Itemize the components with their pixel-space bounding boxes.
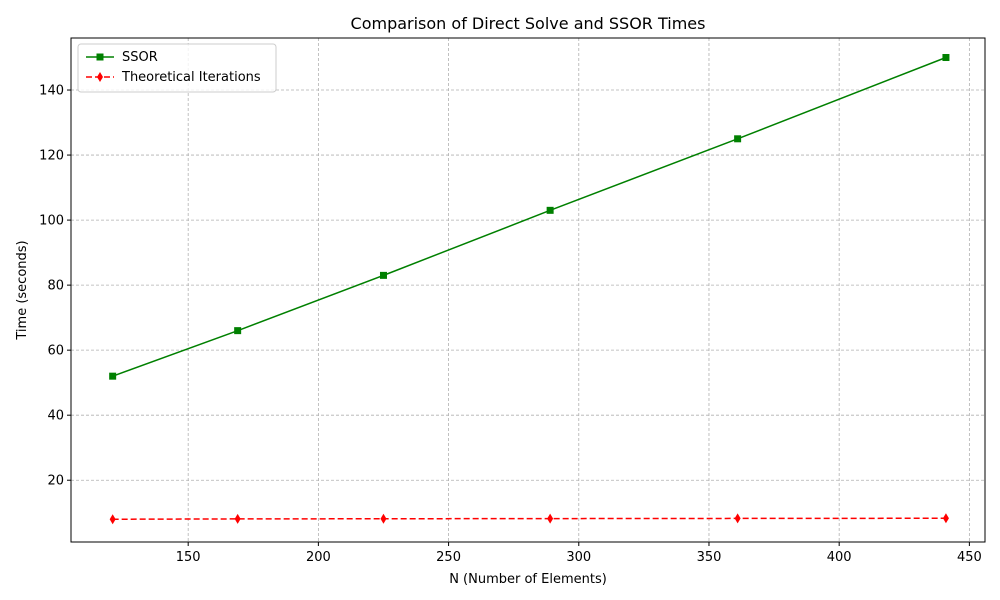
x-tick-label: 200 bbox=[306, 550, 331, 565]
x-tick-label: 400 bbox=[827, 550, 852, 565]
series-layer bbox=[109, 54, 950, 525]
y-tick-label: 140 bbox=[39, 84, 64, 99]
x-tick-label: 300 bbox=[566, 550, 591, 565]
x-axis-ticks: 150 200 250 300 350 400 450 bbox=[176, 542, 982, 565]
data-point-diamond bbox=[380, 513, 387, 524]
plot-frame bbox=[70, 37, 986, 543]
y-tick-label: 80 bbox=[47, 279, 64, 294]
legend: SSOR Theoretical Iterations bbox=[77, 43, 277, 93]
data-point-square bbox=[734, 135, 742, 143]
x-tick-label: 350 bbox=[697, 550, 722, 565]
y-tick-label: 100 bbox=[39, 214, 64, 229]
data-point-square bbox=[379, 271, 387, 279]
data-point-square bbox=[109, 372, 117, 380]
data-point-diamond bbox=[109, 514, 116, 525]
chart-title: Comparison of Direct Solve and SSOR Time… bbox=[351, 14, 706, 33]
data-point-square bbox=[546, 206, 554, 214]
series-line-1 bbox=[112, 517, 946, 520]
x-tick-label: 250 bbox=[436, 550, 461, 565]
data-point-diamond bbox=[942, 513, 949, 524]
data-point-diamond bbox=[734, 513, 741, 524]
x-tick-label: 450 bbox=[957, 550, 982, 565]
y-tick-label: 20 bbox=[47, 474, 64, 489]
legend-label-ssor: SSOR bbox=[122, 50, 158, 65]
x-axis-label: N (Number of Elements) bbox=[449, 572, 607, 587]
legend-marker-theoretical bbox=[97, 72, 103, 82]
y-tick-label: 120 bbox=[39, 149, 64, 164]
legend-label-theoretical: Theoretical Iterations bbox=[121, 70, 261, 85]
y-tick-label: 40 bbox=[47, 409, 64, 424]
series-line-0 bbox=[112, 56, 947, 377]
legend-box bbox=[77, 43, 277, 93]
data-point-diamond bbox=[547, 513, 554, 524]
y-axis-ticks: 20 40 60 80 100 120 140 bbox=[39, 84, 71, 489]
data-point-square bbox=[942, 54, 950, 62]
y-tick-label: 60 bbox=[47, 344, 64, 359]
data-point-square bbox=[234, 327, 242, 335]
legend-marker-ssor bbox=[96, 53, 104, 61]
y-axis-label: Time (seconds) bbox=[15, 240, 30, 340]
data-point-diamond bbox=[234, 513, 241, 524]
x-tick-label: 150 bbox=[176, 550, 201, 565]
plot-area bbox=[71, 38, 985, 542]
grid-lines bbox=[71, 38, 985, 542]
